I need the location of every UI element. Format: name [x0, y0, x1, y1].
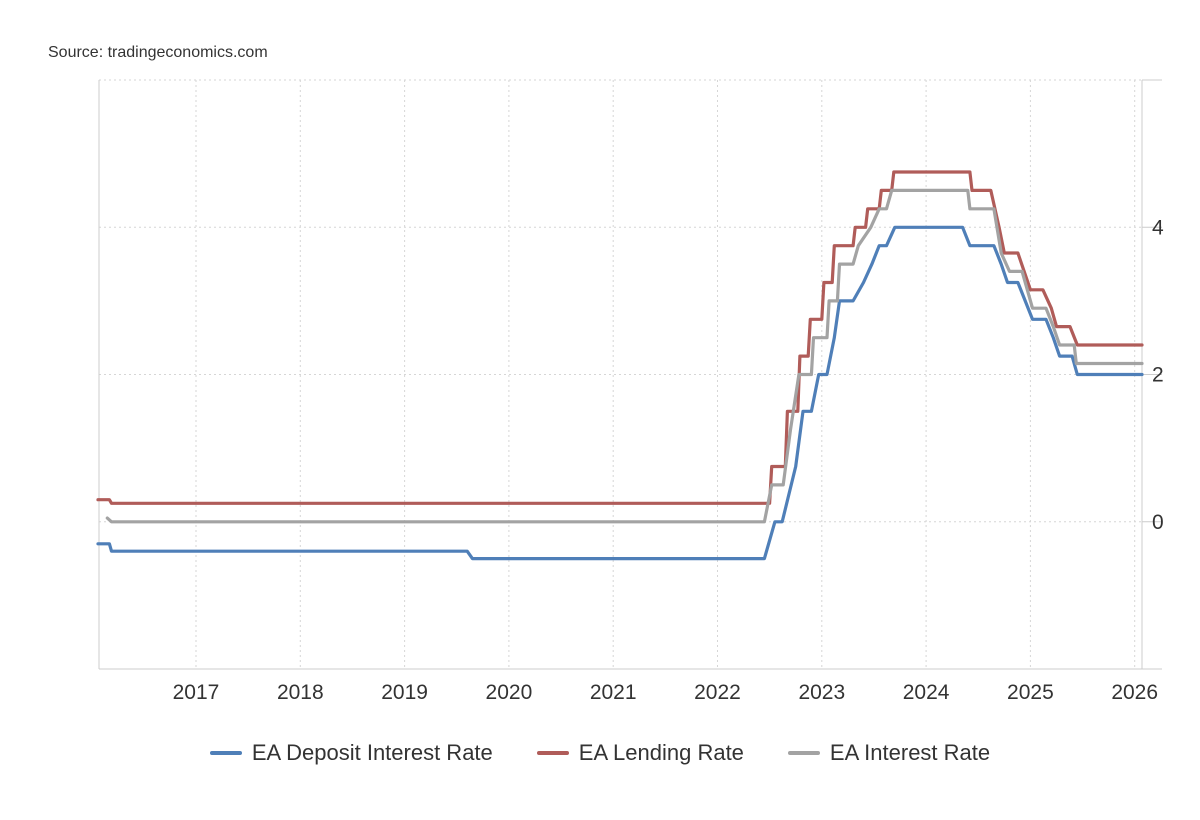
legend-swatch-lending — [536, 751, 569, 755]
tick-labels: 2017 2018 2019 2020 2021 2022 2023 2024 2025 2026… — [173, 216, 1164, 704]
y-tick-label: 4 — [1152, 216, 1164, 239]
lending-rate-line — [96, 170, 1144, 505]
x-tick-label: 2017 — [173, 681, 220, 704]
series-lines — [96, 170, 1144, 561]
deposit-rate-line — [96, 225, 1144, 561]
y-tick-label: 0 — [1152, 511, 1164, 534]
x-tick-label: 2025 — [1007, 681, 1054, 704]
legend-item-lending[interactable]: EA Lending Rate — [536, 740, 744, 766]
chart-source: Source: tradingeconomics.com — [48, 44, 268, 61]
interest-rate-line — [105, 188, 1144, 524]
x-tick-label: 2020 — [486, 681, 533, 704]
x-tick-label: 2022 — [694, 681, 741, 704]
x-tick-label: 2021 — [590, 681, 637, 704]
x-tick-label: 2019 — [381, 681, 428, 704]
grid — [99, 79, 1142, 670]
legend-item-interest[interactable]: EA Interest Rate — [787, 740, 991, 766]
x-tick-label: 2018 — [277, 681, 324, 704]
chart-legend: EA Deposit Interest Rate EA Lending Rate… — [0, 740, 1200, 766]
x-tick-label: 2024 — [903, 681, 950, 704]
legend-item-deposit[interactable]: EA Deposit Interest Rate — [209, 740, 493, 766]
line-chart: 2017 2018 2019 2020 2021 2022 2023 2024 2025 2026… — [96, 79, 1164, 704]
legend-label-lending: EA Lending Rate — [578, 740, 744, 765]
legend-swatch-interest — [787, 751, 820, 755]
legend-swatch-deposit — [209, 751, 242, 755]
x-tick-label: 2026 — [1111, 681, 1158, 704]
legend-label-interest: EA Interest Rate — [829, 740, 991, 765]
x-tick-label: 2023 — [798, 681, 845, 704]
legend-label-deposit: EA Deposit Interest Rate — [251, 740, 493, 765]
y-tick-label: 2 — [1152, 364, 1164, 387]
